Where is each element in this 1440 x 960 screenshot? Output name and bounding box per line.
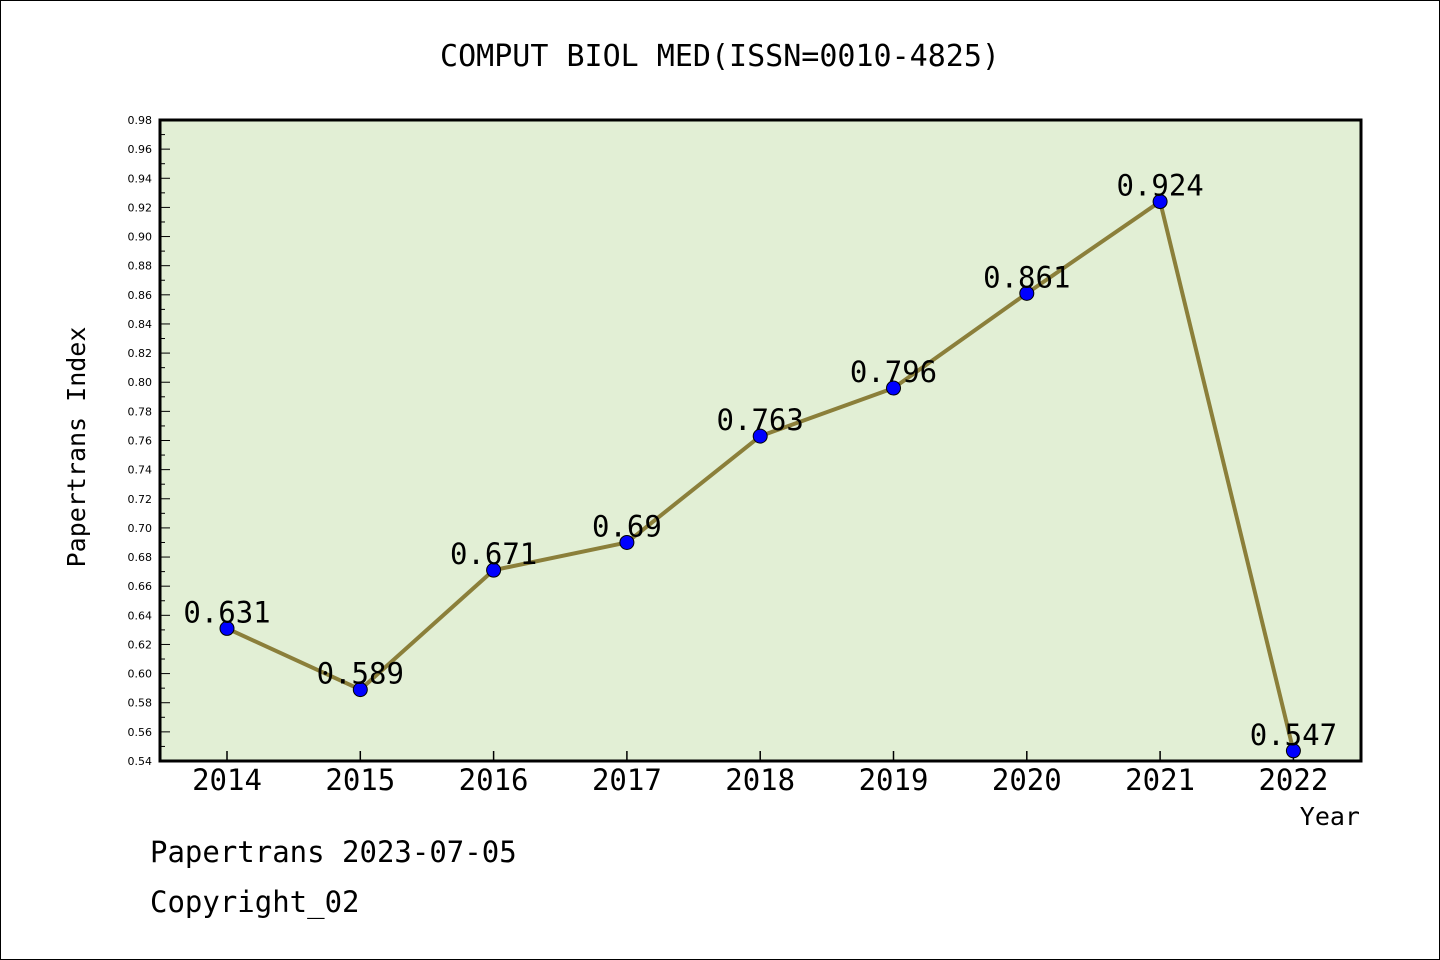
data-label: 0.763: [717, 403, 804, 437]
footer-copyright: Copyright_02: [150, 885, 360, 919]
y-tick-label: 0.70: [128, 522, 153, 535]
y-tick-label: 0.64: [128, 609, 153, 622]
y-tick-label: 0.86: [128, 289, 153, 302]
y-tick-label: 0.62: [128, 638, 153, 651]
x-tick-label: 2018: [725, 763, 795, 797]
y-tick-label: 0.94: [128, 172, 153, 185]
footer-date-line: Papertrans 2023-07-05: [150, 835, 517, 869]
y-tick-label: 0.76: [128, 435, 153, 448]
data-point-marker: [619, 534, 635, 550]
y-tick-label: 0.74: [128, 464, 153, 477]
y-axis-label: Papertrans Index: [62, 327, 91, 568]
y-tick-label: 0.66: [128, 580, 153, 593]
series-marker-layer: [219, 194, 1301, 759]
y-tick-label: 0.56: [128, 726, 153, 739]
y-tick-label: 0.98: [128, 114, 153, 127]
x-tick-label: 2019: [859, 763, 929, 797]
data-label: 0.861: [983, 260, 1070, 294]
x-tick-label: 2014: [192, 763, 262, 797]
y-tick-label: 0.58: [128, 697, 153, 710]
data-point-marker: [752, 428, 768, 444]
data-label: 0.69: [592, 509, 662, 543]
y-tick-label: 0.96: [128, 143, 153, 156]
y-tick-label: 0.92: [128, 201, 153, 214]
x-tick-label: 2015: [325, 763, 395, 797]
y-tick-label: 0.84: [128, 318, 153, 331]
y-tick-label: 0.72: [128, 493, 153, 506]
y-tick-label: 0.78: [128, 405, 153, 418]
data-label: 0.924: [1116, 169, 1203, 203]
x-axis-label: Year: [1300, 802, 1360, 831]
y-tick-label: 0.60: [128, 668, 153, 681]
data-label: 0.671: [450, 537, 537, 571]
y-tick-label: 0.82: [128, 347, 153, 360]
x-tick-label: 2016: [459, 763, 529, 797]
data-point-marker: [1285, 743, 1301, 759]
y-tick-label: 0.88: [128, 260, 153, 273]
data-point-marker: [486, 562, 502, 578]
x-tick-label: 2020: [992, 763, 1062, 797]
data-label-layer: 0.631 0.589 0.671 0.69 0.763 0.796 0.861 0.924 0…: [183, 169, 1337, 752]
data-label: 0.589: [317, 657, 404, 691]
data-point-marker: [886, 380, 901, 396]
data-point-marker: [1152, 194, 1168, 210]
y-tick-label: 0.80: [128, 376, 153, 389]
x-tick-label: 2017: [592, 763, 662, 797]
data-label: 0.796: [850, 355, 937, 389]
data-point-marker: [1019, 285, 1035, 301]
y-tick-label: 0.90: [128, 231, 153, 244]
x-tick-label: 2022: [1258, 763, 1328, 797]
data-point-marker: [219, 620, 235, 636]
data-point-marker: [352, 682, 368, 698]
chart-title: COMPUT BIOL MED(ISSN=0010-4825): [440, 39, 1000, 74]
x-tick-label: 2021: [1125, 763, 1195, 797]
y-tick-label: 0.68: [128, 551, 153, 564]
plot-border: [158, 118, 1363, 763]
data-label: 0.631: [183, 595, 270, 629]
data-label: 0.547: [1250, 718, 1337, 752]
y-tick-label: 0.54: [128, 755, 153, 768]
y-axis-ticks: 0.54 0.56 0.58 0.60 0.62 0.64 0.66 0.68 0.70 0.72…: [128, 114, 170, 768]
